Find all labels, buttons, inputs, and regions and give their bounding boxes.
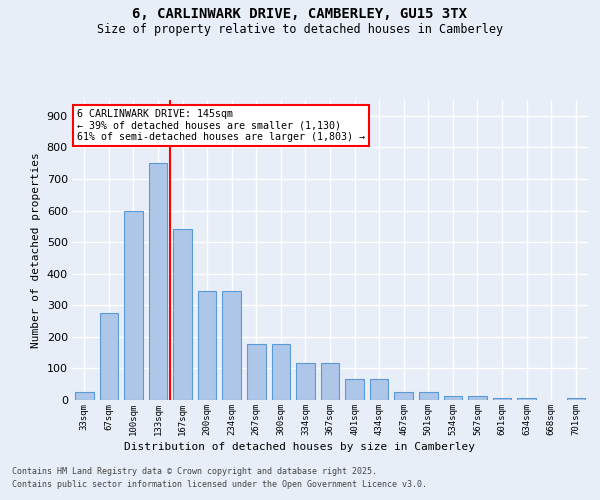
Bar [566,398,585,400]
Bar [321,362,339,400]
Bar [272,344,290,400]
Bar [100,313,118,400]
Bar [149,163,167,400]
Bar [296,362,314,400]
Text: 6, CARLINWARK DRIVE, CAMBERLEY, GU15 3TX: 6, CARLINWARK DRIVE, CAMBERLEY, GU15 3TX [133,8,467,22]
Bar [198,291,217,400]
Bar [419,392,437,400]
Bar [124,210,143,400]
Text: Contains public sector information licensed under the Open Government Licence v3: Contains public sector information licen… [12,480,427,489]
Text: Size of property relative to detached houses in Camberley: Size of property relative to detached ho… [97,22,503,36]
Bar [443,396,462,400]
Bar [493,398,511,400]
Bar [173,230,192,400]
Bar [395,392,413,400]
Bar [247,344,265,400]
Text: Contains HM Land Registry data © Crown copyright and database right 2025.: Contains HM Land Registry data © Crown c… [12,468,377,476]
Bar [346,380,364,400]
Bar [468,396,487,400]
Text: Distribution of detached houses by size in Camberley: Distribution of detached houses by size … [125,442,476,452]
Y-axis label: Number of detached properties: Number of detached properties [31,152,41,348]
Bar [223,291,241,400]
Text: 6 CARLINWARK DRIVE: 145sqm
← 39% of detached houses are smaller (1,130)
61% of s: 6 CARLINWARK DRIVE: 145sqm ← 39% of deta… [77,109,365,142]
Bar [75,392,94,400]
Bar [517,398,536,400]
Bar [370,380,388,400]
